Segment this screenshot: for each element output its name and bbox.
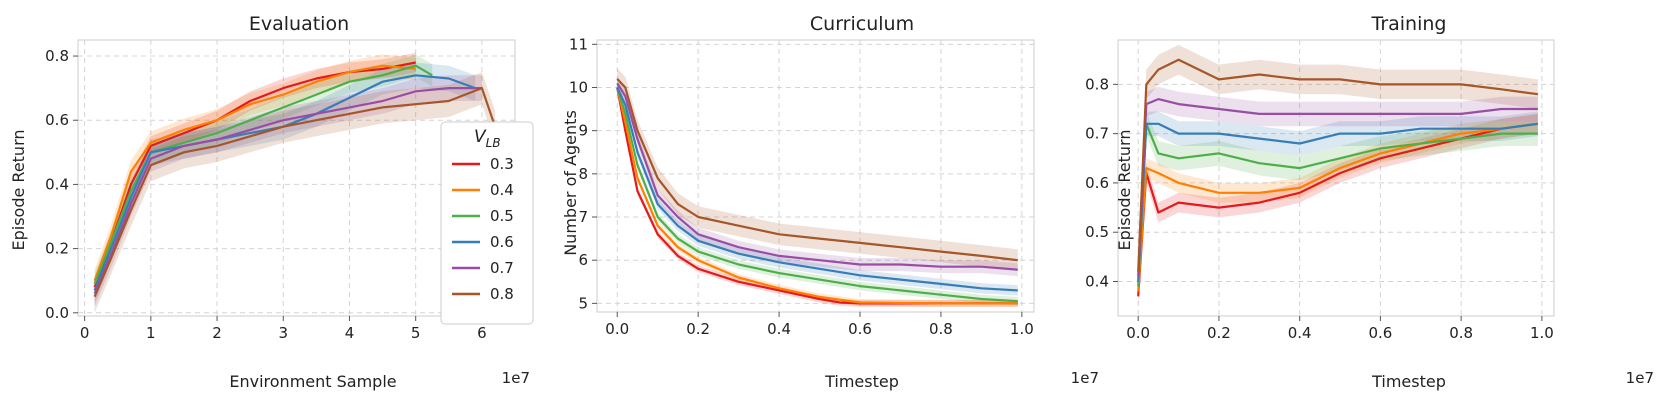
legend-label-0.7: 0.7 xyxy=(490,259,514,277)
y-tick-label: 0.6 xyxy=(45,111,69,129)
x-tick-label: 0.4 xyxy=(1288,324,1312,342)
y-tick-label: 0.8 xyxy=(1085,75,1109,93)
x-axis-label: Timestep xyxy=(1371,372,1446,391)
series-line-0.7 xyxy=(1137,97,1538,277)
y-tick-label: 0.5 xyxy=(1085,223,1109,241)
panel-title: Evaluation xyxy=(249,13,349,35)
x-tick-label: 0.6 xyxy=(848,320,872,338)
y-tick-label: 0.6 xyxy=(1085,174,1109,192)
series-line-0.7 xyxy=(616,82,1018,271)
panel-curriculum: 0.0 0.2 0.4 0.6 0.8 1.0 5 6 7 8 9 10 11 Curriculum T… xyxy=(561,13,1099,391)
band-0.4 xyxy=(1138,113,1538,302)
series-line-0.8 xyxy=(93,86,497,298)
y-axis-label: Number of Agents xyxy=(561,110,580,256)
x-tick-label: 1.0 xyxy=(1010,320,1034,338)
series-line-0.6 xyxy=(616,87,1018,292)
series-lines xyxy=(616,78,1018,305)
y-tick-label: 9 xyxy=(578,122,588,140)
x-tick-label: 6 xyxy=(477,324,487,342)
panel-title: Curriculum xyxy=(810,13,914,35)
plot-area: 0.0 0.2 0.4 0.6 0.8 1.0 5 6 7 8 9 10 11 xyxy=(569,35,1035,338)
x-tick-label: 0.8 xyxy=(1449,324,1473,342)
y-tick-label: 11 xyxy=(569,35,588,53)
band-0.8 xyxy=(94,72,496,313)
y-tick-label: 0.4 xyxy=(1085,273,1109,291)
legend-title: VLB xyxy=(474,127,501,150)
series-lines xyxy=(93,61,497,298)
legend-frame xyxy=(440,121,534,325)
panel-training: 0.0 0.2 0.4 0.6 0.8 1.0 0.4 0.5 0.6 0.7 0.8 Traini… xyxy=(1085,13,1654,391)
legend-label-0.6: 0.6 xyxy=(490,233,514,251)
series-line-0.6 xyxy=(93,74,476,291)
y-tick-label: 5 xyxy=(578,294,588,312)
x-tick-label: 5 xyxy=(411,324,421,342)
x-axis-label: Timestep xyxy=(824,372,899,391)
series-line-0.5 xyxy=(616,87,1018,303)
series-lines xyxy=(1137,58,1539,297)
x-tick-label: 0.2 xyxy=(1207,324,1231,342)
x-tick-label: 0.0 xyxy=(605,320,629,338)
series-line-0.8 xyxy=(616,78,1018,262)
y-tick-label: 0.4 xyxy=(45,175,69,193)
series-line-0.5 xyxy=(1137,122,1538,287)
band-0.3 xyxy=(94,52,416,297)
y-tick-label: 0.8 xyxy=(45,47,69,65)
x-tick-label: 0.2 xyxy=(686,320,710,338)
x-tick-label: 3 xyxy=(278,324,288,342)
y-tick-label: 0.2 xyxy=(45,240,69,258)
y-axis-label: Episode Return xyxy=(9,129,28,250)
legend: VLB 0.3 0.4 0.5 0.6 0.7 0.8 xyxy=(440,121,534,325)
legend-label-0.3: 0.3 xyxy=(490,155,514,173)
series-line-0.4 xyxy=(616,87,1018,305)
band-0.7 xyxy=(94,75,482,307)
legend-label-0.4: 0.4 xyxy=(490,181,514,199)
band-0.8 xyxy=(1138,44,1538,287)
series-line-0.6 xyxy=(1137,122,1539,282)
x-tick-label: 0.6 xyxy=(1368,324,1392,342)
band-0.6 xyxy=(617,82,1018,296)
series-line-0.4 xyxy=(1137,122,1539,292)
legend-label-0.8: 0.8 xyxy=(490,285,514,303)
y-tick-label: 0.0 xyxy=(45,304,69,322)
x-multiplier: 1e7 xyxy=(502,369,530,387)
band-0.7 xyxy=(1138,86,1538,289)
x-tick-label: 1 xyxy=(146,324,156,342)
x-tick-label: 1.0 xyxy=(1530,324,1554,342)
series-line-0.5 xyxy=(93,64,433,285)
y-tick-label: 8 xyxy=(578,165,588,183)
x-multiplier: 1e7 xyxy=(1626,369,1654,387)
band-0.6 xyxy=(94,62,476,304)
y-tick-label: 10 xyxy=(569,78,588,96)
panel-title: Training xyxy=(1371,13,1447,35)
x-tick-label: 0.8 xyxy=(929,320,953,338)
y-tick-label: 6 xyxy=(578,251,588,269)
x-tick-label: 0 xyxy=(80,324,90,342)
plot-area: 0.0 0.2 0.4 0.6 0.8 1.0 0.4 0.5 0.6 0.7 0.8 xyxy=(1085,39,1555,342)
x-multiplier: 1e7 xyxy=(1071,369,1099,387)
series-line-0.7 xyxy=(93,86,482,294)
x-tick-label: 0.4 xyxy=(767,320,791,338)
x-tick-label: 2 xyxy=(212,324,222,342)
x-axis-label: Environment Sample xyxy=(229,372,396,391)
legend-label-0.5: 0.5 xyxy=(490,207,514,225)
x-tick-label: 4 xyxy=(345,324,355,342)
series-line-0.8 xyxy=(1137,58,1539,272)
y-axis-label: Episode Return xyxy=(1115,129,1134,250)
series-line-0.4 xyxy=(93,64,416,282)
y-tick-label: 7 xyxy=(578,208,588,226)
x-tick-label: 0.0 xyxy=(1126,324,1150,342)
y-tick-label: 0.7 xyxy=(1085,125,1109,143)
